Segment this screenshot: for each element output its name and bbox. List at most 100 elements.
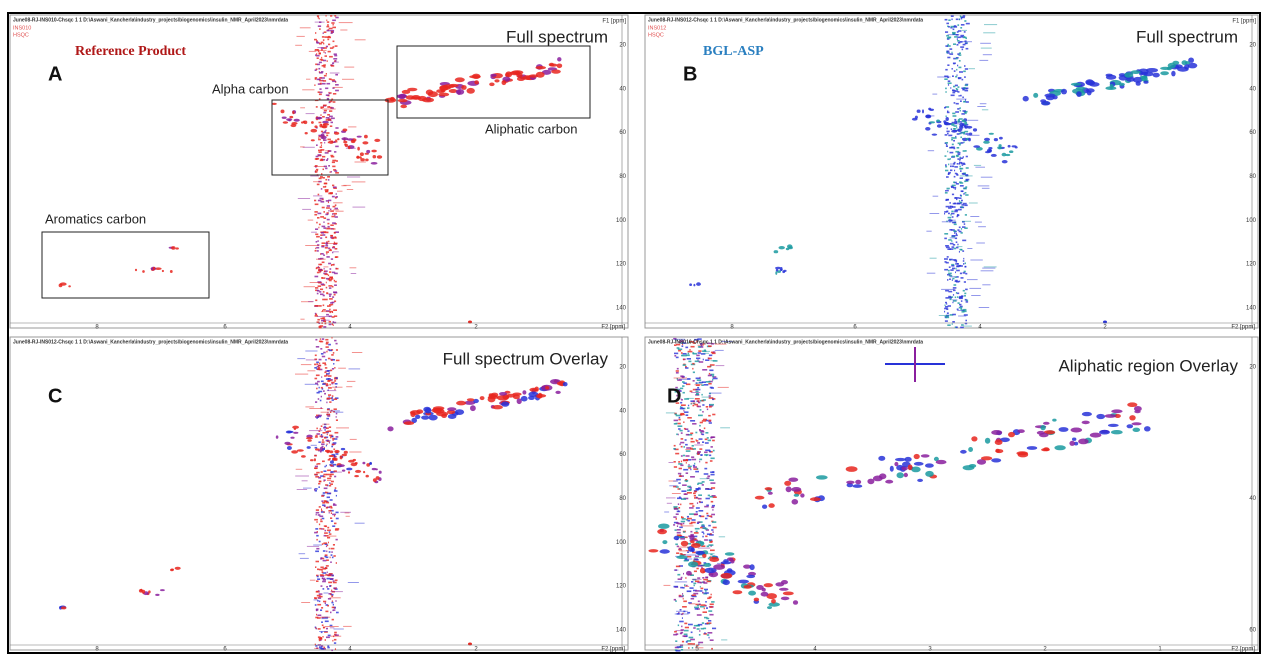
peak [686, 434, 689, 436]
peak [324, 372, 326, 374]
peak [969, 133, 973, 136]
peak [335, 453, 338, 455]
peak [326, 414, 330, 416]
peak [693, 405, 695, 407]
peak [326, 287, 328, 289]
y-tick-label: 120 [616, 262, 627, 268]
peak [317, 272, 319, 274]
peak [171, 246, 175, 250]
peak [326, 474, 330, 476]
peak [963, 101, 965, 103]
peak [686, 571, 692, 576]
peak [327, 139, 331, 141]
peak [489, 83, 494, 87]
peak [317, 595, 321, 597]
peak [694, 463, 695, 465]
peak [683, 587, 685, 589]
peak [709, 544, 714, 546]
peak [953, 90, 956, 92]
peak [945, 164, 947, 166]
peak [929, 109, 934, 111]
peak [666, 412, 675, 413]
peak [688, 624, 693, 626]
peak [711, 387, 714, 389]
peak [349, 452, 361, 453]
peak [964, 295, 966, 297]
peak [334, 629, 344, 630]
peak [330, 73, 340, 74]
peak [323, 105, 327, 107]
peak [960, 177, 963, 179]
peak [316, 514, 317, 516]
peak [960, 170, 962, 172]
peak [160, 589, 165, 591]
peak [334, 367, 335, 369]
spectrum-header: June08-RJ-INS012-Chsqc 1 1 D:\Aswani_Kan… [648, 17, 923, 23]
peak [955, 188, 956, 190]
peak [346, 386, 352, 387]
peak [697, 387, 699, 389]
peak [951, 52, 952, 54]
peak [699, 461, 700, 463]
peak [725, 552, 735, 555]
peak [945, 320, 948, 322]
peak [964, 281, 966, 283]
peak [334, 450, 339, 453]
peak [710, 606, 713, 608]
peak [1061, 89, 1067, 95]
peak [348, 582, 359, 583]
peak [688, 405, 689, 407]
peak [329, 455, 335, 457]
peak [948, 291, 952, 293]
peak [320, 272, 321, 274]
peak [328, 226, 330, 228]
peak [708, 632, 713, 634]
peak [348, 146, 351, 149]
peak [333, 24, 334, 26]
peak [316, 346, 319, 348]
peak [410, 410, 421, 415]
peak [298, 198, 310, 199]
peak [332, 166, 335, 168]
peak [678, 625, 679, 627]
peak [322, 441, 325, 443]
y-tick-label: 40 [1249, 496, 1256, 502]
peak [687, 492, 692, 494]
spectrum-panel: June08-RJ-INS010-Chsqc 1 1 D:\Aswani_Kan… [645, 337, 1258, 653]
peak [936, 460, 947, 464]
peak [320, 567, 323, 569]
peak [334, 132, 339, 135]
peak [707, 515, 709, 517]
peak [336, 413, 338, 415]
peak [709, 557, 719, 562]
peak [1012, 145, 1017, 147]
peak [964, 76, 966, 78]
peak [953, 244, 955, 246]
peak [694, 532, 699, 534]
peak [939, 315, 950, 316]
peak [989, 133, 994, 135]
peak [713, 450, 715, 452]
peak [705, 601, 707, 603]
peak [329, 309, 330, 311]
peak [317, 293, 319, 295]
peak [673, 448, 676, 450]
peak [343, 626, 352, 627]
peak [306, 113, 315, 114]
peak [678, 503, 679, 505]
peak [685, 627, 689, 629]
peak [702, 481, 705, 483]
peak [816, 475, 828, 479]
spectrum-panel: June08-RJ-INS012-Chsqc 1 1 D:\Aswani_Kan… [645, 15, 1258, 331]
peak [328, 375, 332, 377]
peak [333, 209, 339, 210]
peak [690, 540, 694, 543]
peak [959, 144, 961, 146]
peak [677, 534, 682, 536]
peak [307, 446, 311, 449]
peak [949, 202, 951, 204]
peak [318, 227, 319, 229]
peak [326, 20, 327, 22]
peak [676, 611, 688, 612]
peak [334, 151, 336, 153]
